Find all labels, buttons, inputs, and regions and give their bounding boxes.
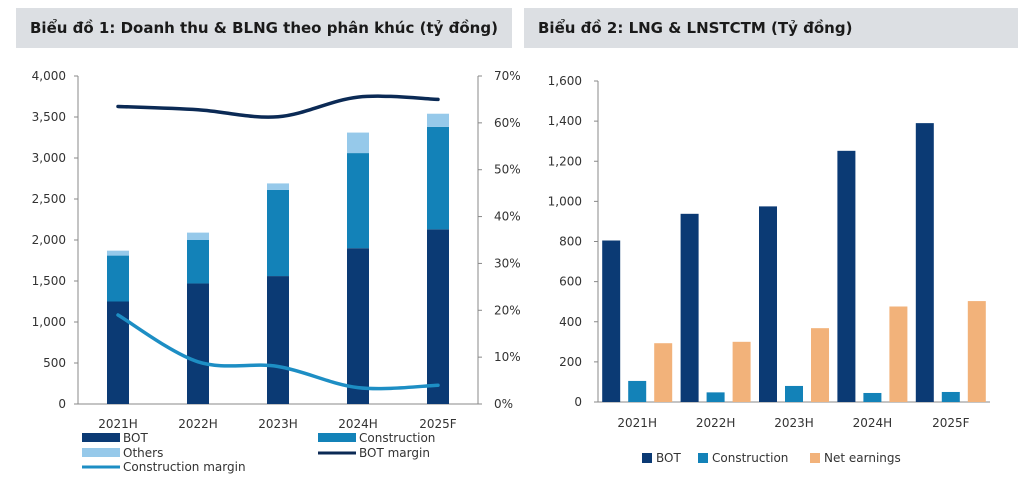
chart1-x-tick-label: 2022H	[178, 417, 218, 431]
chart1-bar-others	[347, 132, 369, 154]
chart2-title: Biểu đồ 2: LNG & LNSTCTM (Tỷ đồng)	[524, 8, 1018, 48]
chart2-bar-bot	[837, 150, 856, 402]
chart2-bar-construction	[863, 392, 882, 402]
chart1-y-tick-label: 2,000	[32, 233, 66, 247]
chart2-y-tick-label: 400	[559, 315, 582, 329]
chart2-bar-construction	[785, 385, 803, 402]
chart1-legend-label-bot-margin: BOT margin	[359, 446, 430, 460]
chart1-y-tick-label: 3,500	[32, 110, 66, 124]
chart2-y-tick-label: 0	[574, 395, 582, 409]
chart1-line-construction-margin	[116, 313, 440, 391]
chart2-y-tick-label: 1,400	[548, 114, 582, 128]
chart2-bar-net-earnings	[967, 301, 986, 402]
chart1-legend-swatch-bot	[82, 433, 120, 442]
chart2-x-tick-label: 2021H	[617, 416, 657, 430]
chart1-y2-tick-label: 20%	[494, 303, 521, 317]
chart1-legend-label-construction-margin: Construction margin	[123, 460, 246, 474]
chart2-bar-net-earnings	[654, 343, 673, 402]
chart1-legend-swatch-others	[82, 448, 120, 457]
chart2-bar-bot	[759, 206, 777, 402]
chart1-x-tick-label: 2023H	[258, 417, 298, 431]
chart2-bar-bot	[602, 240, 621, 402]
chart1-bar-others	[187, 232, 209, 240]
chart2-y-tick-label: 600	[559, 275, 582, 289]
chart1-y2-tick-label: 30%	[494, 256, 521, 270]
chart1-bar-bot	[427, 229, 449, 404]
chart1-bar-bot	[347, 248, 369, 404]
chart1-y2-tick-label: 40%	[494, 210, 521, 224]
chart1-bar-construction	[187, 240, 209, 284]
chart1-bar-bot	[267, 276, 289, 404]
chart1-bar-construction	[347, 153, 369, 249]
chart2-bar-bot	[915, 123, 934, 402]
chart2-y-tick-label: 1,200	[548, 154, 582, 168]
chart1-legend-label-others: Others	[123, 446, 163, 460]
chart1-y2-tick-label: 60%	[494, 116, 521, 130]
chart2-bar-net-earnings	[732, 341, 751, 402]
chart1-x-tick-label: 2025F	[419, 417, 457, 431]
chart1-bar-others	[267, 183, 289, 190]
chart2-legend-swatch-construction	[698, 453, 708, 463]
chart1-y2-tick-label: 0%	[494, 397, 513, 411]
chart1-bar-construction	[267, 189, 289, 277]
chart1-y-tick-label: 2,500	[32, 192, 66, 206]
chart1-y2-tick-label: 50%	[494, 163, 521, 177]
chart2-y-tick-label: 1,600	[548, 74, 582, 88]
chart2-legend-label-net-earnings: Net earnings	[824, 451, 901, 465]
chart2-y-tick-label: 1,000	[548, 194, 582, 208]
chart1-y-tick-label: 4,000	[32, 69, 66, 83]
chart1-legend-swatch-construction	[318, 433, 356, 442]
chart1-title: Biểu đồ 1: Doanh thu & BLNG theo phân kh…	[16, 8, 512, 48]
chart2-bar-net-earnings	[811, 328, 829, 402]
chart2-bar-construction	[706, 392, 725, 402]
chart1-y-tick-label: 0	[58, 397, 66, 411]
chart1-y-tick-label: 1,500	[32, 274, 66, 288]
chart2-y-tick-label: 200	[559, 355, 582, 369]
chart2-bar-construction	[941, 391, 960, 402]
chart2-bar-bot	[680, 213, 699, 402]
chart2-x-tick-label: 2022H	[696, 416, 736, 430]
chart1-bar-others	[427, 113, 449, 127]
chart2-legend-label-bot: BOT	[656, 451, 681, 465]
chart1-y2-tick-label: 10%	[494, 350, 521, 364]
chart1-line-bot-margin	[116, 94, 440, 119]
chart2-bar-construction	[628, 380, 647, 402]
chart1-y-tick-label: 1,000	[32, 315, 66, 329]
chart1-y2-tick-label: 70%	[494, 69, 521, 83]
chart1-bar-construction	[107, 255, 129, 302]
chart1-legend-label-bot: BOT	[123, 431, 148, 445]
chart1-bar-others	[107, 250, 129, 256]
chart2-legend-label-construction: Construction	[712, 451, 788, 465]
chart1-x-tick-label: 2021H	[98, 417, 138, 431]
chart2-legend-swatch-net-earnings	[810, 453, 820, 463]
chart1-bar-bot	[187, 283, 209, 404]
chart1-bar-bot	[107, 301, 129, 404]
chart2-y-tick-label: 800	[559, 235, 582, 249]
chart2-legend-swatch-bot	[642, 453, 652, 463]
chart1-x-tick-label: 2024H	[338, 417, 378, 431]
chart1-legend-label-construction: Construction	[359, 431, 435, 445]
chart2-x-tick-label: 2024H	[853, 416, 893, 430]
chart2-x-tick-label: 2025F	[932, 416, 970, 430]
chart1-y-tick-label: 3,000	[32, 151, 66, 165]
chart2-x-tick-label: 2023H	[774, 416, 814, 430]
chart1-bar-construction	[427, 126, 449, 230]
chart2-bar-net-earnings	[889, 306, 908, 402]
chart1-y-tick-label: 500	[43, 356, 66, 370]
